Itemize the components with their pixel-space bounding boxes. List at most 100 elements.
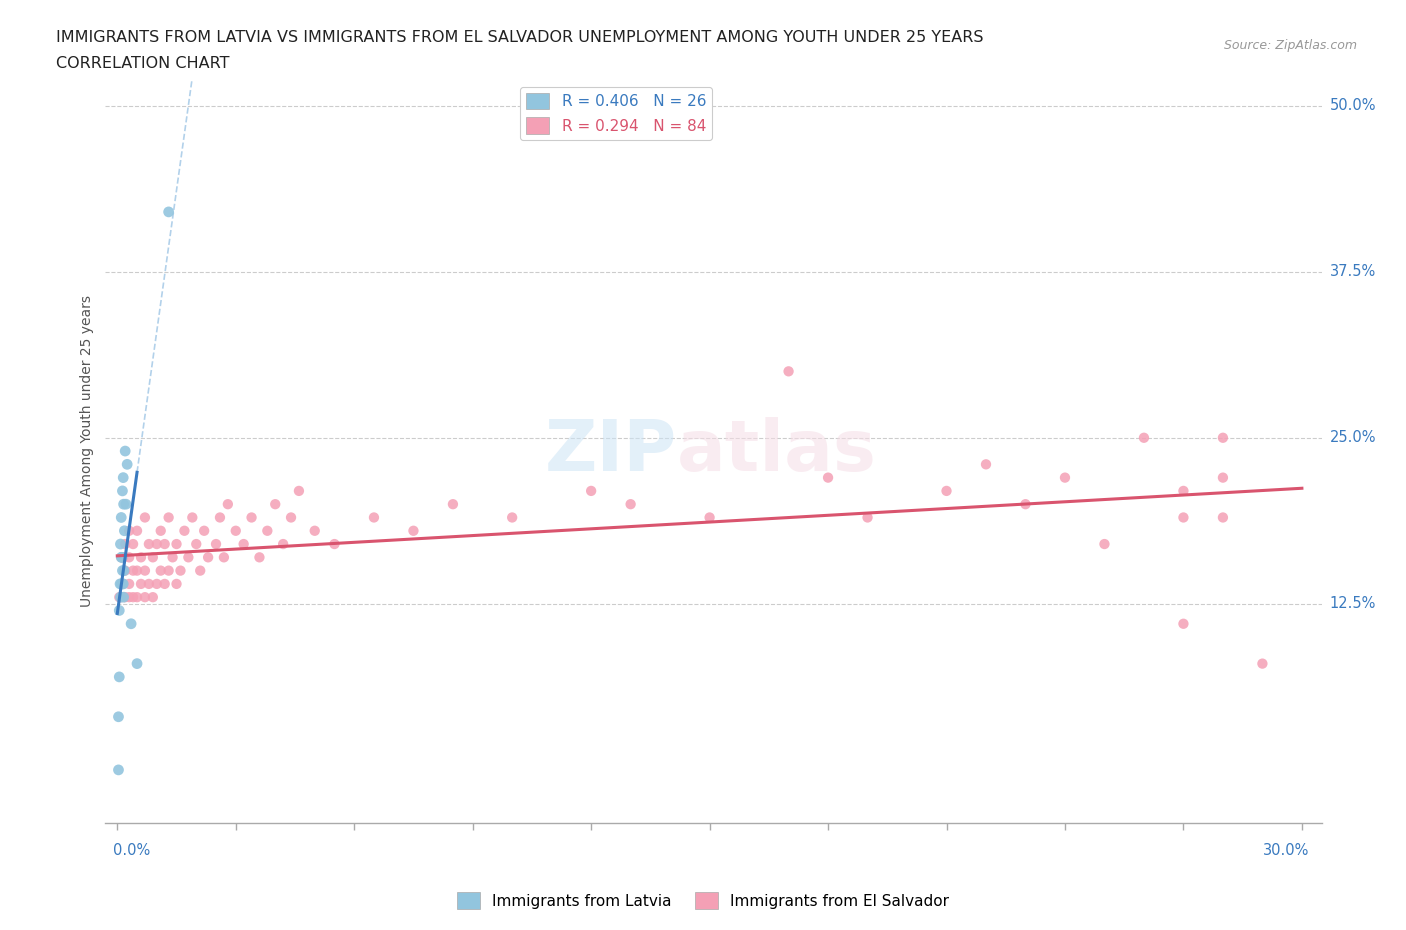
Point [197, 550, 219, 565]
Point [146, 577, 169, 591]
Point [115, 497, 138, 512]
Point [817, 471, 839, 485]
Point [193, 524, 215, 538]
Point [935, 484, 957, 498]
Point [114, 444, 136, 458]
Point [111, 550, 134, 565]
Point [240, 510, 263, 525]
Point [620, 497, 643, 512]
Point [134, 564, 156, 578]
Point [110, 550, 132, 565]
Point [288, 484, 311, 498]
Point [304, 524, 326, 538]
Point [225, 524, 247, 538]
Point [974, 457, 997, 472]
Point [125, 657, 148, 671]
Point [112, 471, 135, 485]
Point [181, 510, 204, 525]
Point [149, 564, 172, 578]
Point [107, 763, 129, 777]
Point [162, 550, 184, 565]
Point [856, 510, 879, 525]
Point [205, 537, 228, 551]
Point [114, 537, 136, 551]
Point [118, 577, 141, 591]
Point [112, 550, 135, 565]
Point [125, 564, 148, 578]
Point [111, 484, 134, 498]
Point [249, 550, 271, 565]
Point [115, 457, 138, 472]
Point [1173, 617, 1195, 631]
Point [153, 537, 176, 551]
Point [232, 537, 254, 551]
Point [157, 564, 180, 578]
Point [112, 577, 135, 591]
Point [125, 590, 148, 604]
Point [778, 364, 800, 379]
Point [110, 537, 132, 551]
Point [118, 590, 141, 604]
Point [107, 710, 129, 724]
Point [122, 564, 145, 578]
Point [146, 537, 169, 551]
Text: IMMIGRANTS FROM LATVIA VS IMMIGRANTS FROM EL SALVADOR UNEMPLOYMENT AMONG YOUTH U: IMMIGRANTS FROM LATVIA VS IMMIGRANTS FRO… [56, 30, 984, 45]
Point [112, 590, 135, 604]
Text: 12.5%: 12.5% [1330, 596, 1376, 611]
Point [110, 510, 132, 525]
Point [112, 497, 135, 512]
Point [142, 550, 165, 565]
Text: 37.5%: 37.5% [1330, 264, 1376, 279]
Text: 50.0%: 50.0% [1330, 99, 1376, 113]
Point [1212, 471, 1234, 485]
Point [217, 497, 239, 512]
Point [579, 484, 602, 498]
Text: 0.0%: 0.0% [114, 843, 150, 858]
Point [501, 510, 523, 525]
Text: 25.0%: 25.0% [1330, 431, 1376, 445]
Point [110, 590, 132, 604]
Point [108, 670, 131, 684]
Point [166, 537, 188, 551]
Point [122, 537, 145, 551]
Point [108, 603, 131, 618]
Point [129, 550, 152, 565]
Text: Source: ZipAtlas.com: Source: ZipAtlas.com [1223, 39, 1357, 52]
Point [363, 510, 385, 525]
Point [264, 497, 287, 512]
Text: 30.0%: 30.0% [1264, 843, 1310, 858]
Point [110, 577, 132, 591]
Point [1173, 484, 1195, 498]
Point [1173, 510, 1195, 525]
Point [118, 550, 141, 565]
Point [173, 524, 195, 538]
Point [177, 550, 200, 565]
Point [699, 510, 721, 525]
Point [1094, 537, 1116, 551]
Point [1212, 510, 1234, 525]
Point [118, 524, 141, 538]
Point [1251, 657, 1274, 671]
Point [122, 590, 145, 604]
Legend: R = 0.406   N = 26, R = 0.294   N = 84: R = 0.406 N = 26, R = 0.294 N = 84 [520, 86, 713, 140]
Point [149, 524, 172, 538]
Point [402, 524, 425, 538]
Point [166, 577, 188, 591]
Point [323, 537, 346, 551]
Point [280, 510, 302, 525]
Point [129, 577, 152, 591]
Point [134, 590, 156, 604]
Point [441, 497, 464, 512]
Point [112, 577, 135, 591]
Point [125, 524, 148, 538]
Point [1212, 431, 1234, 445]
Point [186, 537, 208, 551]
Point [120, 617, 142, 631]
Point [134, 510, 156, 525]
Point [1014, 497, 1036, 512]
Point [110, 590, 132, 604]
Text: ZIP: ZIP [544, 417, 678, 485]
Point [188, 564, 211, 578]
Point [138, 537, 160, 551]
Point [212, 550, 235, 565]
